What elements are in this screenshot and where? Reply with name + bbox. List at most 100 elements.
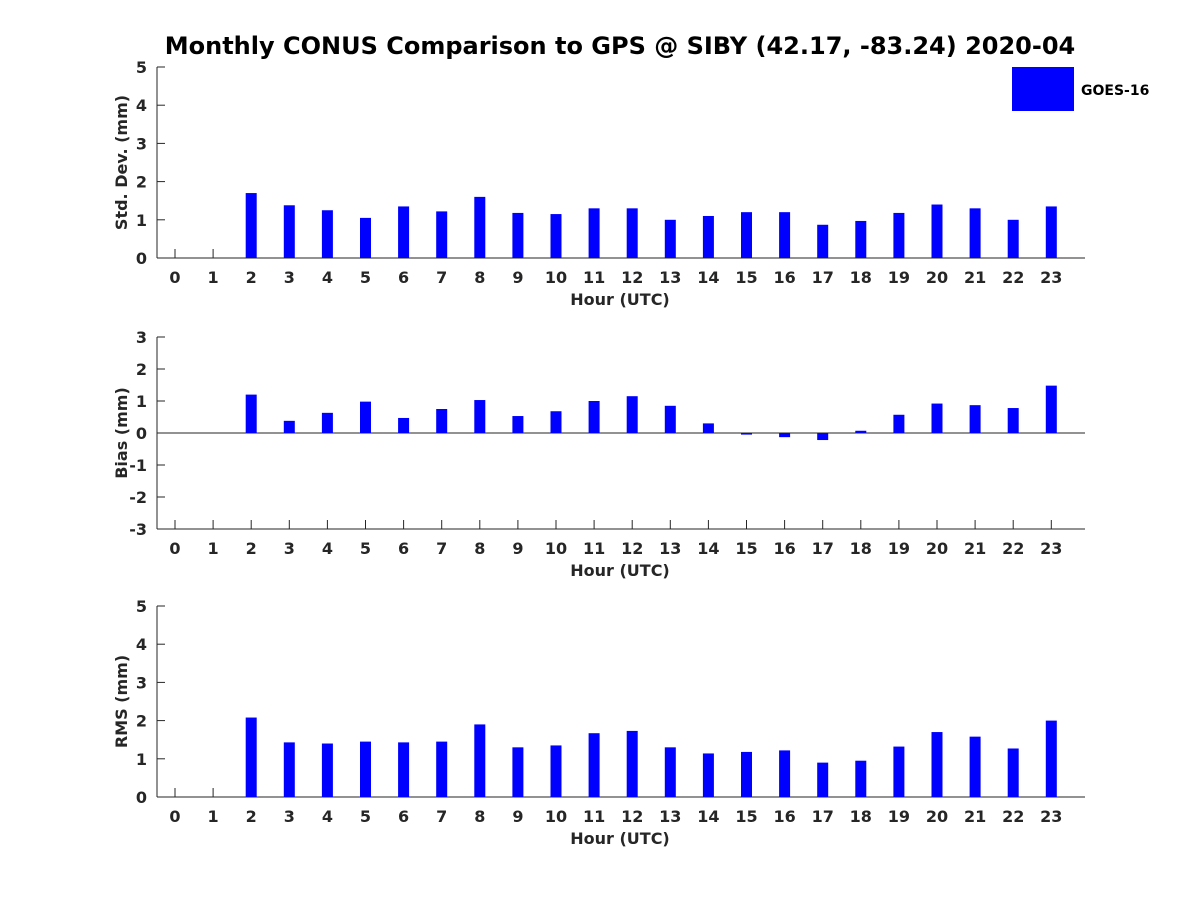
x-tick-label: 16 [773,268,795,287]
bar-hour-2 [245,193,257,258]
x-tick-label: 5 [360,268,371,287]
x-tick-label: 0 [169,539,180,558]
y-tick-label: 0 [136,249,147,268]
x-tick-label: 0 [169,807,180,826]
x-tick-label: 17 [812,807,834,826]
x-tick-label: 21 [964,539,986,558]
bar-hour-17 [817,224,829,258]
bar-hour-15 [741,751,752,797]
bar-hour-3 [283,420,295,433]
bar-hour-8 [474,196,486,258]
bar-hour-16 [779,212,791,258]
bar-hour-11 [588,401,600,433]
y-tick-label: 0 [136,788,147,807]
legend: GOES-16 [1012,67,1149,111]
x-tick-label: 10 [545,539,567,558]
x-tick-label: 20 [926,539,948,558]
x-tick-label: 12 [621,807,643,826]
x-tick-label: 5 [360,807,371,826]
bar-hour-2 [245,394,257,433]
bar-hour-19 [893,414,905,433]
bar-hour-16 [779,750,791,797]
bar-hour-12 [626,208,638,258]
y-axis-label: Bias (mm) [112,387,131,479]
y-tick-label: 1 [136,211,147,230]
y-tick-label: 2 [136,712,147,731]
x-tick-label: 23 [1040,807,1062,826]
chart-title: Monthly CONUS Comparison to GPS @ SIBY (… [165,32,1075,60]
bar-hour-4 [321,412,333,433]
x-tick-label: 9 [512,807,523,826]
x-tick-label: 11 [583,268,605,287]
x-tick-label: 17 [812,268,834,287]
bar-hour-15 [741,212,752,258]
legend-swatch [1012,67,1074,111]
x-tick-label: 3 [284,807,295,826]
x-tick-label: 14 [697,539,719,558]
y-tick-label: 3 [136,134,147,153]
bar-hour-14 [702,423,714,433]
x-tick-label: 20 [926,268,948,287]
bar-hour-15 [741,433,752,435]
x-tick-label: 2 [246,268,257,287]
bar-hour-13 [664,747,676,797]
y-tick-label: -1 [129,456,147,475]
y-tick-label: 2 [136,173,147,192]
y-tick-label: 5 [136,58,147,77]
x-tick-label: 1 [208,539,219,558]
x-tick-label: 13 [659,539,681,558]
y-axis-label: Std. Dev. (mm) [112,95,131,230]
x-tick-label: 9 [512,539,523,558]
bar-hour-17 [817,762,829,797]
x-tick-label: 12 [621,268,643,287]
x-tick-label: 15 [735,268,757,287]
x-tick-label: 18 [850,807,872,826]
bar-hour-22 [1007,219,1019,258]
x-tick-label: 23 [1040,268,1062,287]
x-tick-label: 8 [474,268,485,287]
x-tick-label: 18 [850,268,872,287]
x-tick-label: 4 [322,539,333,558]
bar-hour-2 [245,717,257,797]
y-tick-label: -2 [129,488,147,507]
x-tick-label: 3 [284,539,295,558]
bar-hour-18 [855,220,867,258]
y-tick-label: 3 [136,328,147,347]
bar-hour-19 [893,746,905,797]
x-tick-label: 5 [360,539,371,558]
x-tick-label: 4 [322,268,333,287]
bar-hour-6 [398,742,410,797]
bar-hour-9 [512,416,524,433]
x-tick-label: 11 [583,539,605,558]
y-tick-label: 4 [136,96,147,115]
bar-hour-6 [398,417,410,433]
x-tick-label: 8 [474,539,485,558]
y-tick-label: 2 [136,360,147,379]
x-tick-label: 20 [926,807,948,826]
bar-hour-20 [931,204,943,258]
bar-hour-4 [321,210,333,258]
x-axis-label: Hour (UTC) [570,290,670,309]
bar-hour-19 [893,212,905,258]
x-axis-label: Hour (UTC) [570,561,670,580]
bar-hour-12 [626,396,638,433]
x-tick-label: 13 [659,807,681,826]
bar-hour-9 [512,212,524,258]
x-tick-label: 2 [246,539,257,558]
bar-hour-9 [512,747,524,797]
bar-hour-5 [360,401,371,433]
bar-hour-18 [855,760,867,797]
bar-hour-21 [969,208,981,258]
x-tick-label: 3 [284,268,295,287]
x-tick-label: 19 [888,268,910,287]
y-tick-label: 3 [136,673,147,692]
x-tick-label: 6 [398,268,409,287]
x-tick-label: 22 [1002,539,1024,558]
y-tick-label: -3 [129,520,147,539]
bar-hour-5 [360,217,371,258]
x-tick-label: 10 [545,268,567,287]
